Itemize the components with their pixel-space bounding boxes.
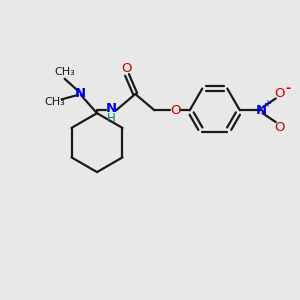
Text: CH₃: CH₃ (45, 97, 66, 107)
Text: N: N (255, 104, 267, 117)
Text: N: N (105, 102, 116, 115)
Text: H: H (106, 112, 115, 125)
Text: O: O (274, 87, 285, 100)
Text: +: + (263, 99, 272, 109)
Text: N: N (75, 87, 86, 100)
Text: CH₃: CH₃ (54, 67, 75, 77)
Text: O: O (274, 121, 285, 134)
Text: O: O (121, 62, 132, 75)
Text: O: O (170, 104, 180, 117)
Text: -: - (286, 82, 291, 95)
